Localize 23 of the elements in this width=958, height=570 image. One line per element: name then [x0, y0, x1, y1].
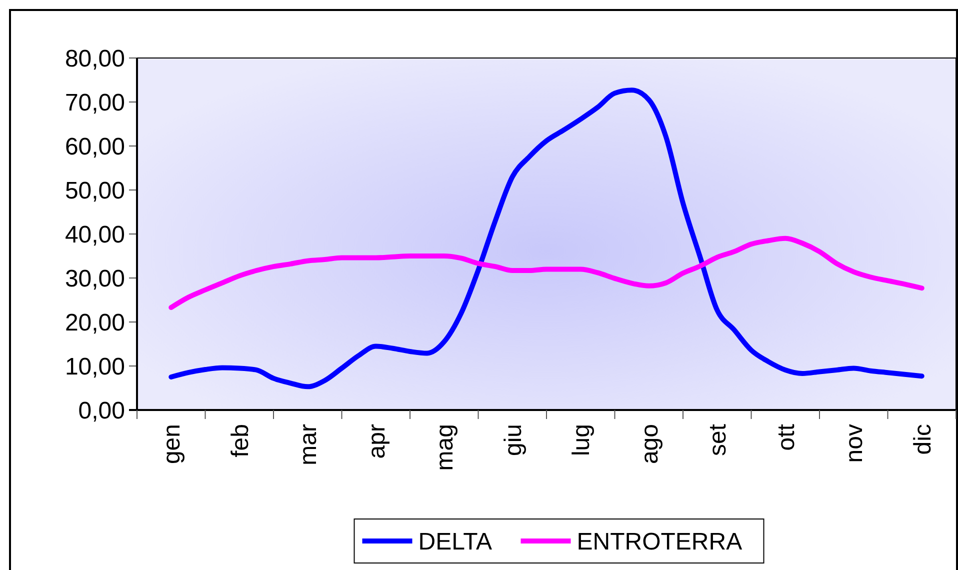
- x-tick-label: gen: [158, 424, 186, 464]
- y-tick-label: 70,00: [64, 89, 125, 116]
- x-tick-label: set: [704, 424, 732, 456]
- y-tick-label: 80,00: [64, 45, 125, 72]
- x-tick-label: dic: [909, 424, 936, 455]
- y-tick-label: 60,00: [64, 133, 125, 160]
- x-tick-label: giu: [500, 424, 527, 456]
- y-tick-label: 20,00: [64, 309, 125, 336]
- x-tick-label: feb: [226, 424, 254, 458]
- x-tick-label: ago: [636, 424, 664, 464]
- y-tick-label: 0,00: [78, 397, 125, 424]
- x-tick-label: nov: [841, 424, 868, 463]
- legend-label: DELTA: [418, 528, 492, 556]
- y-tick-label: 40,00: [64, 221, 125, 248]
- x-tick-label: lug: [568, 424, 596, 456]
- x-tick-label: ott: [772, 424, 800, 451]
- x-tick-label: mar: [295, 424, 322, 466]
- y-tick-label: 50,00: [64, 177, 125, 204]
- y-tick-label: 30,00: [64, 265, 125, 292]
- x-tick-label: mag: [432, 424, 459, 471]
- legend-label: ENTROTERRA: [576, 528, 742, 556]
- y-tick-label: 10,00: [64, 353, 125, 380]
- x-tick-label: apr: [363, 424, 390, 459]
